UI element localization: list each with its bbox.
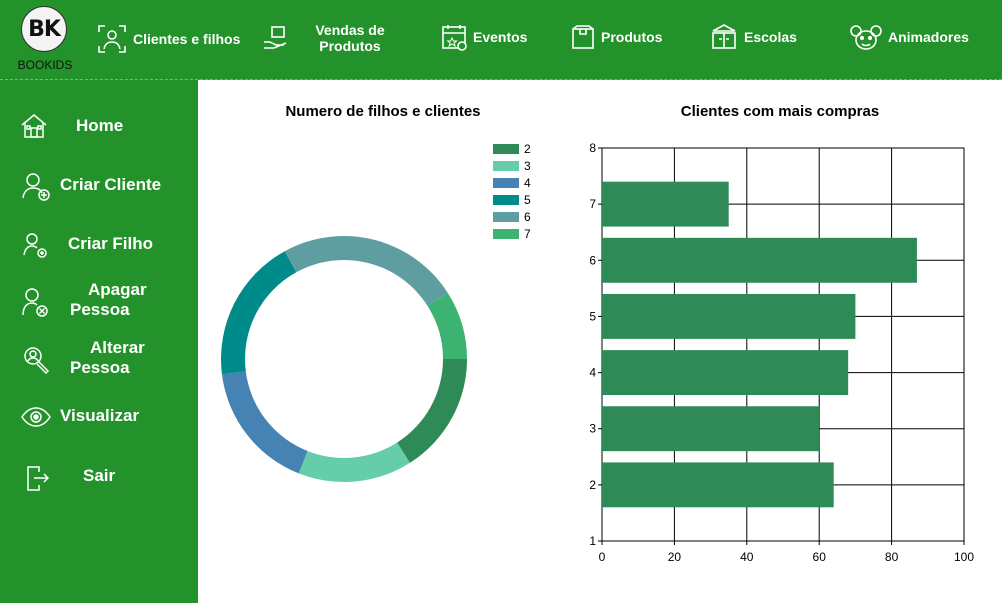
y-tick-label: 1	[589, 534, 596, 548]
plot-border	[601, 147, 965, 542]
nav-label: Eventos	[473, 29, 528, 45]
sidebar-item-criar-filho[interactable]: Criar Filho	[0, 228, 198, 262]
nav-vendas-de-produtos[interactable]: Vendas de Produtos	[262, 22, 396, 54]
bar-4	[602, 350, 849, 396]
nav-produtos[interactable]: Produtos	[571, 24, 662, 50]
donut-slice-3	[298, 442, 410, 482]
donut-slice-7	[427, 293, 467, 359]
top-navigation-bar: BK BOOKIDS Clientes e filhos Vendas de P…	[0, 0, 1002, 80]
mascot-icon	[850, 25, 882, 50]
nav-label: Produtos	[601, 29, 663, 45]
x-tick-label: 0	[599, 550, 606, 564]
y-tick-label: 2	[589, 478, 596, 492]
legend-label: 3	[524, 159, 531, 173]
x-tick-label: 60	[813, 550, 827, 564]
x-tick-label: 100	[954, 550, 974, 564]
bar-2	[602, 462, 834, 508]
nav-label: Clientes e filhos	[133, 31, 241, 47]
bookids-logo[interactable]: BK BOOKIDS	[17, 6, 73, 80]
legend-swatch	[493, 144, 519, 154]
sidebar-item-alterar-pessoa[interactable]: Alterar Pessoa	[0, 338, 198, 382]
sidebar-label: Criar Filho	[68, 234, 154, 253]
legend-swatch	[493, 212, 519, 222]
nav-label: Escolas	[744, 29, 797, 45]
donut-chart-title: Numero de filhos e clientes	[285, 103, 481, 120]
legend-item: 3	[493, 159, 531, 173]
eye-icon	[21, 407, 51, 427]
donut-slice-4	[221, 371, 308, 474]
legend-label: 6	[524, 210, 531, 224]
legend-swatch	[493, 178, 519, 188]
sidebar-label: Criar Cliente	[60, 175, 162, 194]
nav-label: Animadores	[888, 29, 969, 45]
legend-item: 7	[493, 227, 531, 241]
add-person-icon	[23, 233, 47, 258]
sidebar-label: Alterar Pessoa	[70, 338, 180, 378]
sidebar-label-text: Apagar Pessoa	[70, 280, 147, 319]
nav-escolas[interactable]: Escolas	[710, 23, 797, 51]
legend-swatch	[493, 161, 519, 171]
y-tick-label: 6	[589, 253, 596, 267]
sidebar-item-sair[interactable]: Sair	[0, 462, 198, 492]
legend-label: 5	[524, 193, 531, 207]
box-icon	[572, 25, 594, 49]
bar-5	[602, 293, 856, 339]
sidebar-label: Home	[76, 116, 124, 135]
legend-swatch	[493, 229, 519, 239]
y-tick-label: 5	[589, 309, 596, 323]
home-icon	[21, 114, 47, 138]
legend-item: 5	[493, 193, 531, 207]
sidebar-item-apagar-pessoa[interactable]: Apagar Pessoa	[0, 280, 198, 324]
sidebar-label: Visualizar	[60, 406, 140, 425]
legend-item: 6	[493, 210, 531, 224]
legend-item: 2	[493, 142, 531, 156]
legend-label: 4	[524, 176, 531, 190]
edit-person-icon	[24, 347, 50, 375]
sidebar-label-text: Alterar Pessoa	[70, 338, 145, 377]
bar-chart-title: Clientes com mais compras	[680, 103, 880, 120]
sidebar: Home Criar Cliente Criar Filho Apagar Pe…	[0, 80, 198, 603]
delete-person-icon	[22, 288, 48, 317]
sidebar-label: Sair	[83, 466, 116, 485]
y-tick-label: 7	[589, 197, 596, 211]
nav-animadores[interactable]: Animadores	[850, 23, 969, 51]
logo-name: BOOKIDS	[17, 58, 73, 72]
x-tick-label: 20	[668, 550, 682, 564]
hand-box-icon	[264, 26, 287, 49]
nav-clientes-e-filhos[interactable]: Clientes e filhos	[97, 24, 240, 54]
nav-eventos[interactable]: Eventos	[441, 23, 527, 51]
donut-chart	[221, 236, 467, 482]
logo-mark: BK	[21, 6, 67, 52]
donut-slice-2	[397, 359, 467, 463]
bar-3	[602, 406, 820, 452]
x-tick-label: 40	[740, 550, 754, 564]
bar-chart: 0 20 40 60 80 100 1 2 3 4 5 6 7 8	[589, 141, 974, 564]
legend-label: 2	[524, 142, 531, 156]
bar-7	[602, 181, 729, 227]
legend-label: 7	[524, 227, 531, 241]
legend-swatch	[493, 195, 519, 205]
legend-item: 4	[493, 176, 531, 190]
calendar-icon	[442, 25, 467, 51]
y-tick-label: 3	[589, 422, 596, 436]
y-tick-label: 4	[589, 366, 596, 380]
nav-label: Vendas de Produtos	[315, 22, 385, 54]
add-client-icon	[22, 173, 50, 201]
sidebar-label: Apagar Pessoa	[70, 280, 180, 320]
sidebar-item-home[interactable]: Home	[0, 110, 198, 144]
x-tick-label: 80	[885, 550, 899, 564]
people-scan-icon	[98, 25, 126, 53]
exit-icon	[27, 466, 50, 491]
donut-slice-5	[221, 251, 297, 375]
sidebar-item-visualizar[interactable]: Visualizar	[0, 402, 198, 432]
bar-6	[602, 237, 917, 283]
sidebar-item-criar-cliente[interactable]: Criar Cliente	[0, 168, 198, 204]
y-tick-label: 8	[589, 141, 596, 155]
donut-slice-6	[284, 236, 448, 306]
school-book-icon	[712, 24, 736, 49]
